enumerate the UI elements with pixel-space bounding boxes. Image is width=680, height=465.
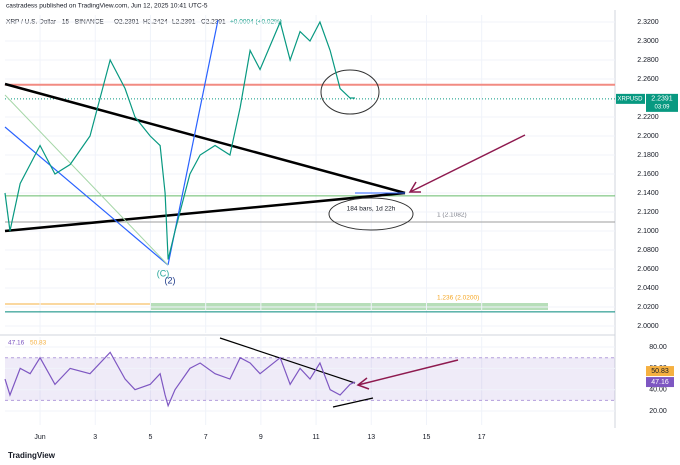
- rsi-trendline: [219, 337, 356, 384]
- x-tick-label: 17: [478, 434, 486, 441]
- y-tick-label: 2.3200: [637, 19, 659, 26]
- rsi-ma-box-label: 50.83: [651, 368, 669, 375]
- measure-label: 184 bars, 1d 22h: [347, 206, 396, 213]
- y-tick-label: 2.2600: [637, 76, 659, 83]
- price-line: [4, 20, 355, 260]
- y-tick-label: 2.1000: [637, 228, 659, 235]
- wave-label: (C): [157, 268, 170, 278]
- y-tick-label: 2.2200: [637, 114, 659, 121]
- x-tick-label: 7: [204, 434, 208, 441]
- y-tick-label: 2.1800: [637, 152, 659, 159]
- x-tick-label: 5: [149, 434, 153, 441]
- x-tick-label: 15: [423, 434, 431, 441]
- y-tick-label: 2.0200: [637, 304, 659, 311]
- y-tick-label: 2.0600: [637, 266, 659, 273]
- price-tag: [616, 93, 645, 104]
- rsi-trendline: [332, 397, 374, 408]
- y-tick-label: 2.1200: [637, 209, 659, 216]
- x-tick-label: Jun: [34, 434, 45, 441]
- x-tick-label: 13: [367, 434, 375, 441]
- y-tick-label: 2.1600: [637, 171, 659, 178]
- y-tick-label: 2.3000: [637, 38, 659, 45]
- rsi-tick-label: 40.00: [649, 387, 667, 394]
- rsi-line: [4, 351, 356, 408]
- x-tick-label: 11: [312, 434, 319, 441]
- wave-label: (2): [165, 275, 176, 285]
- rsi-legend: 47.16: [8, 340, 25, 347]
- y-tick-label: 2.2800: [637, 57, 659, 64]
- y-tick-label: 2.0800: [637, 247, 659, 254]
- trendline: [4, 191, 406, 233]
- y-tick-label: 2.2000: [637, 133, 659, 140]
- price-box: [646, 93, 678, 112]
- rsi-tick-label: 80.00: [649, 344, 667, 351]
- x-tick-label: 3: [93, 434, 97, 441]
- y-tick-label: 2.1400: [637, 190, 659, 197]
- y-tick-label: 2.0000: [637, 323, 659, 330]
- brand: TradingView: [8, 451, 56, 460]
- wave-line: [4, 94, 169, 266]
- arrow-head: [408, 181, 421, 193]
- countdown: 03:09: [654, 104, 670, 110]
- publisher: castradess published on TradingView.com,…: [6, 3, 208, 10]
- fib-label: 1 (2.1082): [437, 212, 467, 219]
- x-tick-label: 9: [259, 434, 263, 441]
- highlight-ellipse: [328, 197, 414, 231]
- rsi-box: [646, 377, 674, 388]
- trendline: [4, 82, 406, 195]
- fib-label: 1.236 (2.0200): [437, 295, 479, 302]
- rsi-tick-label: 20.00: [649, 408, 667, 415]
- arrow: [409, 134, 526, 193]
- highlight-ellipse: [320, 69, 380, 115]
- rsi-ma-legend: 50.83: [30, 340, 47, 347]
- rsi-ma-box: [646, 366, 674, 377]
- y-tick-label: 2.0400: [637, 285, 659, 292]
- arrow: [357, 359, 459, 386]
- rsi-box-label: 47.16: [651, 379, 669, 386]
- price-tag-label: XRPUSD: [617, 96, 643, 102]
- price-box-label: 2.2391: [651, 96, 673, 103]
- wave-line: [4, 126, 169, 266]
- arrow-head: [356, 377, 370, 390]
